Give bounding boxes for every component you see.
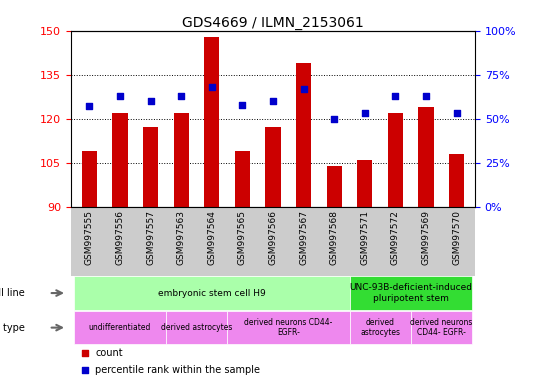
Text: GSM997568: GSM997568 xyxy=(330,210,339,265)
Point xyxy=(397,300,406,306)
Text: GSM997563: GSM997563 xyxy=(177,210,186,265)
Point xyxy=(299,86,308,92)
Text: undifferentiated: undifferentiated xyxy=(89,323,151,332)
Text: derived
astrocytes: derived astrocytes xyxy=(360,318,400,337)
Text: cell type: cell type xyxy=(0,323,25,333)
Title: GDS4669 / ILMN_2153061: GDS4669 / ILMN_2153061 xyxy=(182,16,364,30)
Point xyxy=(391,93,400,99)
Point xyxy=(360,110,369,116)
Bar xyxy=(204,36,219,207)
Text: UNC-93B-deficient-induced
pluripotent stem: UNC-93B-deficient-induced pluripotent st… xyxy=(349,283,472,303)
Text: GSM997565: GSM997565 xyxy=(238,210,247,265)
Point xyxy=(116,93,124,99)
Text: GSM997566: GSM997566 xyxy=(269,210,277,265)
Text: GSM997556: GSM997556 xyxy=(115,210,124,265)
Bar xyxy=(418,107,434,207)
Text: GSM997564: GSM997564 xyxy=(207,210,216,265)
Point xyxy=(330,116,339,122)
Point xyxy=(85,103,94,109)
Point xyxy=(452,110,461,116)
Bar xyxy=(174,113,189,207)
Bar xyxy=(112,113,128,207)
Point xyxy=(177,93,186,99)
Text: cell line: cell line xyxy=(0,288,25,298)
Bar xyxy=(388,113,403,207)
Text: count: count xyxy=(95,348,123,358)
Bar xyxy=(349,276,472,310)
Bar xyxy=(327,166,342,207)
Text: GSM997567: GSM997567 xyxy=(299,210,308,265)
Bar xyxy=(227,311,349,344)
Bar xyxy=(265,127,281,207)
Bar xyxy=(449,154,464,207)
Bar xyxy=(296,63,311,207)
Bar xyxy=(349,311,411,344)
Bar xyxy=(74,276,349,310)
Bar xyxy=(143,127,158,207)
Text: GSM997555: GSM997555 xyxy=(85,210,94,265)
Point xyxy=(422,93,430,99)
Bar xyxy=(82,151,97,207)
Text: percentile rank within the sample: percentile rank within the sample xyxy=(95,365,260,375)
Point xyxy=(207,84,216,90)
Bar xyxy=(74,311,166,344)
Text: derived neurons CD44-
EGFR-: derived neurons CD44- EGFR- xyxy=(244,318,333,337)
Bar xyxy=(411,311,472,344)
Bar xyxy=(357,160,372,207)
Bar xyxy=(166,311,227,344)
Text: GSM997570: GSM997570 xyxy=(452,210,461,265)
Text: GSM997557: GSM997557 xyxy=(146,210,155,265)
Text: GSM997571: GSM997571 xyxy=(360,210,369,265)
Bar xyxy=(235,151,250,207)
Point xyxy=(238,101,247,108)
Text: derived astrocytes: derived astrocytes xyxy=(161,323,232,332)
Text: GSM997572: GSM997572 xyxy=(391,210,400,265)
Text: embryonic stem cell H9: embryonic stem cell H9 xyxy=(158,288,266,298)
Point xyxy=(269,98,277,104)
Point xyxy=(397,143,406,149)
Text: derived neurons
CD44- EGFR-: derived neurons CD44- EGFR- xyxy=(410,318,472,337)
Text: GSM997569: GSM997569 xyxy=(422,210,431,265)
Point xyxy=(146,98,155,104)
